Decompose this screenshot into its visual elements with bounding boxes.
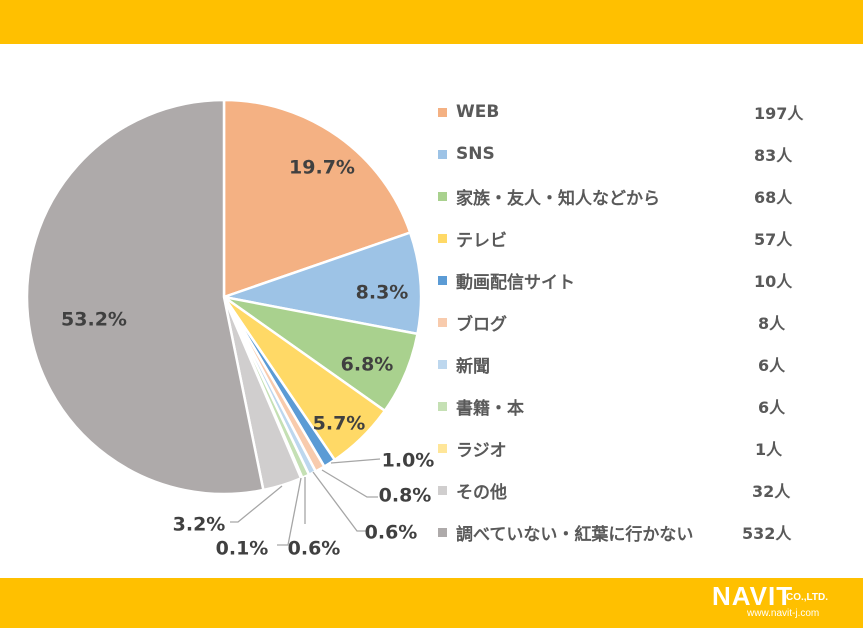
legend-count: 68人 bbox=[754, 188, 793, 207]
slice-percent-label: 0.1% bbox=[216, 538, 269, 560]
legend-count: 197人 bbox=[754, 104, 804, 123]
legend-count: 32人 bbox=[752, 482, 791, 501]
leader-line bbox=[330, 458, 381, 464]
legend-label: その他 bbox=[456, 482, 507, 503]
legend-count: 532人 bbox=[742, 524, 792, 543]
legend-label: SNS bbox=[456, 144, 495, 164]
legend-label: 調べていない・紅葉に行かない bbox=[456, 524, 694, 545]
leader-line bbox=[321, 469, 378, 498]
legend-label: 動画配信サイト bbox=[456, 272, 575, 293]
logo-url: www.navit-j.com bbox=[747, 608, 820, 619]
legend-swatch bbox=[438, 401, 447, 411]
slice-percent-label: 8.3% bbox=[356, 282, 409, 304]
legend-label: 新聞 bbox=[456, 356, 490, 377]
leader-lines bbox=[230, 458, 381, 546]
legend-swatch bbox=[438, 149, 447, 159]
legend-item: SNS 83人 bbox=[438, 142, 838, 166]
legend-swatch bbox=[438, 233, 447, 243]
slice-percent-label: 19.7% bbox=[289, 157, 355, 179]
slice-labels: 19.7% 8.3% 6.8% 5.7% 1.0% 0.8% 0.6% 0.6% 0.1%3.2… bbox=[61, 157, 434, 560]
legend-count: 10人 bbox=[754, 272, 793, 291]
legend-item: WEB 197人 bbox=[438, 100, 838, 124]
slice-percent-label: 5.7% bbox=[313, 413, 366, 435]
bottom-banner bbox=[0, 578, 863, 628]
legend-item: ブログ 8人 bbox=[438, 310, 838, 335]
legend-item: 調べていない・紅葉に行かない 532人 bbox=[438, 520, 838, 545]
legend-swatch bbox=[438, 359, 447, 369]
logo-suffix: CO.,LTD. bbox=[786, 592, 829, 603]
legend-swatch bbox=[438, 485, 447, 495]
slice-percent-label: 0.6% bbox=[365, 522, 418, 544]
legend-swatch bbox=[438, 527, 447, 537]
legend-item: ラジオ 1人 bbox=[438, 436, 838, 461]
legend-item: 家族・友人・知人などから 68人 bbox=[438, 184, 838, 209]
top-banner bbox=[0, 0, 863, 44]
legend-label: ブログ bbox=[456, 314, 507, 335]
legend-label: 書籍・本 bbox=[456, 398, 524, 419]
legend-item: テレビ 57人 bbox=[438, 226, 838, 251]
legend-count: 57人 bbox=[754, 230, 793, 249]
slice-percent-label: 3.2% bbox=[173, 514, 226, 536]
legend-label: テレビ bbox=[456, 230, 507, 251]
legend-label: 家族・友人・知人などから bbox=[456, 188, 660, 209]
legend-count: 6人 bbox=[758, 398, 786, 417]
legend-count: 83人 bbox=[754, 146, 793, 165]
legend-count: 6人 bbox=[758, 356, 786, 375]
pie-slice bbox=[222, 231, 423, 336]
slice-percent-label: 1.0% bbox=[382, 450, 435, 472]
legend-item: その他 32人 bbox=[438, 478, 838, 503]
legend-count: 8人 bbox=[758, 314, 786, 333]
legend-swatch bbox=[438, 317, 447, 327]
legend-item: 動画配信サイト 10人 bbox=[438, 268, 838, 293]
legend-item: 新聞 6人 bbox=[438, 352, 838, 377]
legend-swatch bbox=[438, 443, 447, 453]
slice-percent-label: 6.8% bbox=[341, 354, 394, 376]
legend-swatch bbox=[438, 275, 447, 285]
legend-label: WEB bbox=[456, 102, 500, 122]
leader-line bbox=[312, 471, 366, 532]
legend-item: 書籍・本 6人 bbox=[438, 394, 838, 419]
slice-percent-label: 0.6% bbox=[288, 538, 341, 560]
slice-percent-label: 0.8% bbox=[379, 485, 432, 507]
logo-name: NAVIT bbox=[712, 581, 794, 611]
slice-percent-label: 53.2% bbox=[61, 309, 127, 331]
legend-swatch bbox=[438, 191, 447, 201]
legend-swatch bbox=[438, 107, 447, 117]
leader-line bbox=[230, 485, 283, 523]
legend-count: 1人 bbox=[755, 440, 783, 459]
navit-logo: NAVIT CO.,LTD. www.navit-j.com bbox=[712, 583, 862, 623]
pie-slice bbox=[25, 98, 265, 496]
legend-label: ラジオ bbox=[456, 440, 507, 461]
leader-line bbox=[277, 477, 302, 546]
